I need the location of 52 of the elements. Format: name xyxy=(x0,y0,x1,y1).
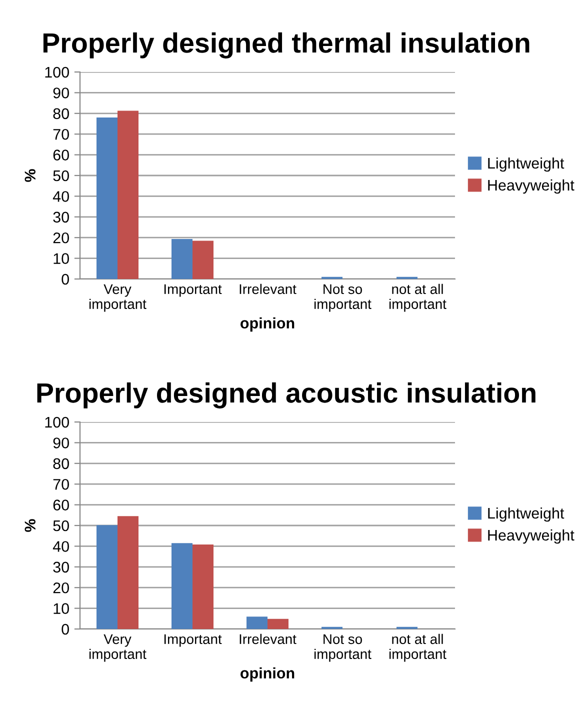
y-tick-label: 40 xyxy=(52,191,69,202)
legend-label: Lightweight xyxy=(488,507,564,522)
x-axis-title: opinion xyxy=(240,667,294,682)
x-axis-title: opinion xyxy=(240,317,294,332)
bar xyxy=(192,240,214,279)
chart-title: Properly designed acoustic insulation xyxy=(37,382,536,408)
y-tick-label: 0 xyxy=(62,274,69,285)
chart-title: Properly designed thermal insulation xyxy=(43,32,530,58)
y-tick-label: 20 xyxy=(53,232,69,244)
y-tick-label: 0 xyxy=(62,624,69,635)
y-tick-label: 80 xyxy=(53,458,69,470)
x-tick-label: Not so important xyxy=(314,634,372,662)
y-tick-label: 50 xyxy=(53,520,69,532)
y-tick-label: 60 xyxy=(53,500,69,510)
x-tick-label: Not so important xyxy=(314,284,372,312)
legend-label: Lightweight xyxy=(488,157,564,172)
x-tick-label: Irrelevant xyxy=(240,284,296,294)
y-tick-label: 100 xyxy=(45,66,69,78)
x-tick-label: Important xyxy=(164,634,222,647)
bar xyxy=(172,543,192,629)
y-axis-title: % xyxy=(24,169,36,182)
y-tick-label: 10 xyxy=(54,253,69,264)
bar xyxy=(246,616,268,629)
y-tick-label: 40 xyxy=(52,541,69,552)
y-tick-label: 20 xyxy=(53,582,69,594)
y-tick-label: 70 xyxy=(53,478,69,490)
legend-label: Heavyweight xyxy=(488,179,574,194)
y-tick-label: 10 xyxy=(54,603,69,614)
y-tick-label: 30 xyxy=(53,212,69,223)
bar xyxy=(118,110,138,279)
x-tick-label: Very important xyxy=(89,634,146,662)
y-tick-label: 100 xyxy=(45,416,69,428)
y-axis-title: % xyxy=(24,519,36,532)
y-tick-label: 60 xyxy=(53,150,69,160)
y-tick-label: 80 xyxy=(53,108,69,120)
y-tick-label: 70 xyxy=(53,128,69,140)
x-tick-label: Important xyxy=(164,284,222,297)
x-tick-label: Very important xyxy=(89,284,146,312)
bar xyxy=(172,239,192,279)
bar xyxy=(96,525,118,629)
bar xyxy=(118,516,138,629)
x-tick-label: not at all important xyxy=(389,284,446,312)
y-tick-label: 30 xyxy=(53,562,69,573)
x-tick-label: Irrelevant xyxy=(240,634,296,644)
x-tick-label: not at all important xyxy=(389,634,446,662)
legend-label: Heavyweight xyxy=(488,529,574,544)
y-tick-label: 50 xyxy=(53,170,69,182)
y-tick-label: 90 xyxy=(53,438,69,448)
bar xyxy=(268,618,288,629)
bar xyxy=(96,118,118,279)
y-tick-label: 90 xyxy=(53,88,69,98)
bar xyxy=(192,544,214,629)
